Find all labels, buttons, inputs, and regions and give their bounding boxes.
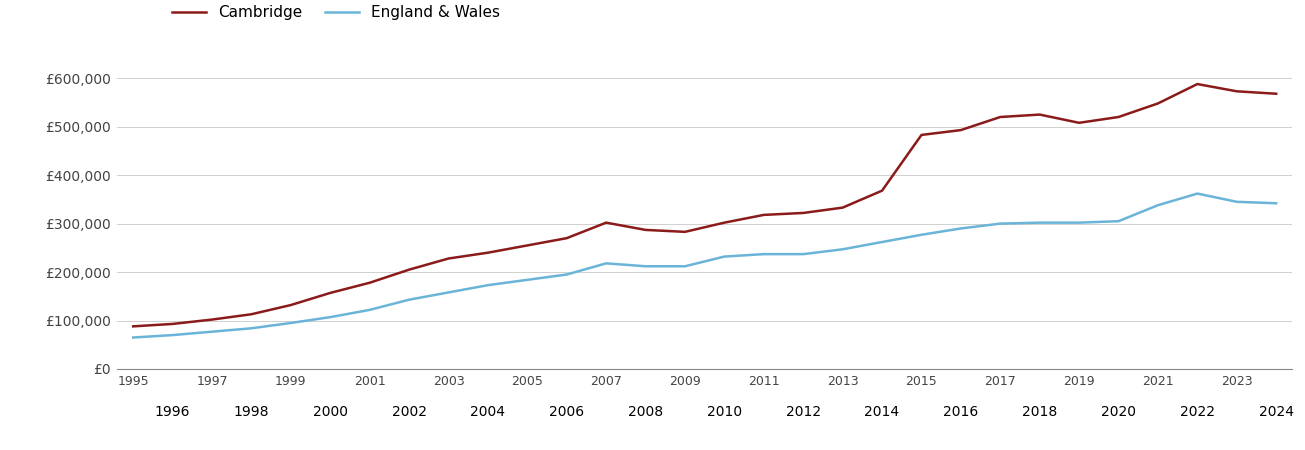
Cambridge xyxy=(480,250,496,256)
Cambridge xyxy=(1111,114,1126,120)
Cambridge xyxy=(756,212,771,218)
Legend: Cambridge, England & Wales: Cambridge, England & Wales xyxy=(172,5,500,20)
England & Wales xyxy=(953,226,968,231)
England & Wales xyxy=(125,335,141,340)
England & Wales xyxy=(1071,220,1087,225)
England & Wales xyxy=(1190,191,1206,196)
England & Wales xyxy=(874,239,890,245)
Cambridge xyxy=(796,210,812,216)
England & Wales xyxy=(796,252,812,257)
England & Wales xyxy=(677,264,693,269)
Cambridge xyxy=(835,205,851,210)
Cambridge xyxy=(125,324,141,329)
Cambridge xyxy=(638,227,654,233)
Line: Cambridge: Cambridge xyxy=(133,84,1276,326)
England & Wales xyxy=(283,320,299,326)
Cambridge xyxy=(441,256,457,261)
Cambridge xyxy=(953,127,968,133)
England & Wales xyxy=(756,252,771,257)
Cambridge xyxy=(913,132,929,138)
Cambridge xyxy=(164,321,180,327)
Cambridge xyxy=(322,290,338,296)
Cambridge xyxy=(361,280,377,285)
England & Wales xyxy=(1032,220,1048,225)
Cambridge xyxy=(559,235,574,241)
England & Wales xyxy=(401,297,416,302)
England & Wales xyxy=(1111,219,1126,224)
Cambridge xyxy=(677,229,693,234)
England & Wales xyxy=(480,283,496,288)
Cambridge xyxy=(244,311,260,317)
Cambridge xyxy=(283,302,299,308)
Cambridge xyxy=(1268,91,1284,96)
England & Wales xyxy=(913,232,929,238)
England & Wales xyxy=(1150,202,1165,208)
Cambridge xyxy=(1229,89,1245,94)
England & Wales xyxy=(322,315,338,320)
England & Wales xyxy=(1268,201,1284,206)
England & Wales xyxy=(993,221,1009,226)
Cambridge xyxy=(1150,101,1165,106)
Cambridge xyxy=(1190,81,1206,87)
England & Wales xyxy=(441,290,457,295)
England & Wales xyxy=(361,307,377,313)
England & Wales xyxy=(638,264,654,269)
Line: England & Wales: England & Wales xyxy=(133,194,1276,338)
Cambridge xyxy=(1071,120,1087,126)
England & Wales xyxy=(519,277,535,283)
Cambridge xyxy=(598,220,613,225)
England & Wales xyxy=(716,254,732,259)
Cambridge xyxy=(874,188,890,194)
England & Wales xyxy=(204,329,219,334)
Cambridge xyxy=(204,317,219,322)
Cambridge xyxy=(993,114,1009,120)
England & Wales xyxy=(244,326,260,331)
Cambridge xyxy=(519,243,535,248)
England & Wales xyxy=(164,333,180,338)
England & Wales xyxy=(559,272,574,277)
Cambridge xyxy=(716,220,732,225)
Cambridge xyxy=(401,267,416,272)
England & Wales xyxy=(1229,199,1245,204)
England & Wales xyxy=(835,247,851,252)
England & Wales xyxy=(598,261,613,266)
Cambridge xyxy=(1032,112,1048,117)
